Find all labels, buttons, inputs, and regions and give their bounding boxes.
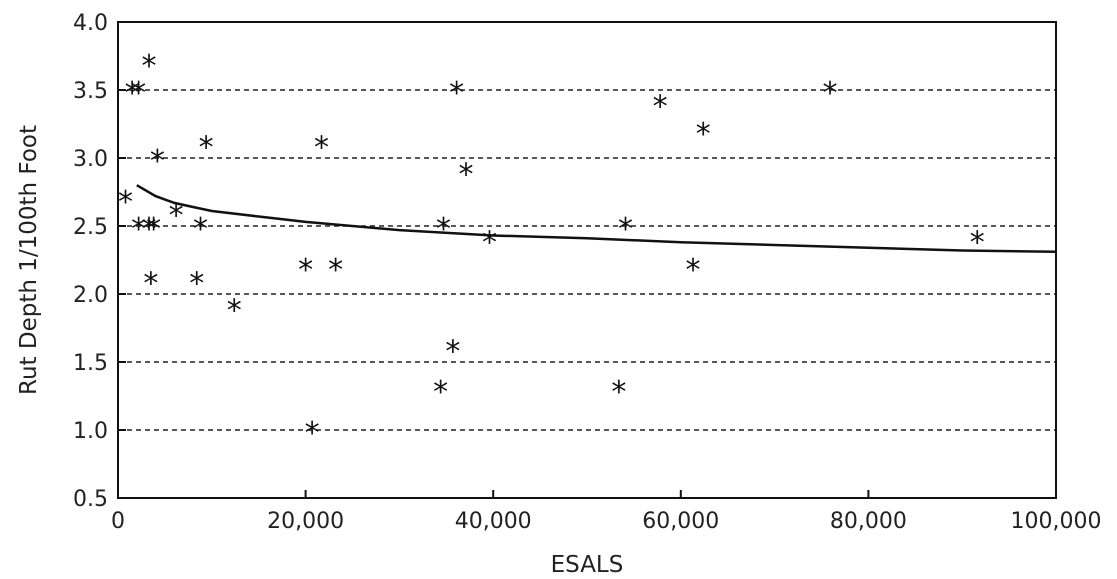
data-point: * bbox=[150, 144, 165, 179]
data-point: * bbox=[118, 185, 133, 220]
data-point: * bbox=[141, 49, 156, 84]
data-point: * bbox=[618, 212, 633, 247]
fit-curve bbox=[136, 184, 1057, 254]
data-point: * bbox=[131, 212, 146, 247]
data-point: * bbox=[653, 90, 668, 125]
data-point: * bbox=[199, 130, 214, 165]
data-point: * bbox=[433, 375, 448, 410]
y-tick-label: 3.0 bbox=[73, 147, 108, 172]
x-axis-label: ESALS bbox=[551, 552, 624, 578]
data-point: * bbox=[125, 76, 140, 111]
data-point: * bbox=[445, 334, 460, 369]
data-point: * bbox=[458, 158, 473, 193]
data-point: * bbox=[449, 76, 464, 111]
x-axis-ticks: 0 20,000 40,000 60,000 80,000 100,000 bbox=[111, 490, 1101, 534]
y-axis-label: Rut Depth 1/100th Foot bbox=[16, 125, 42, 395]
y-tick-label: 1.5 bbox=[73, 351, 108, 376]
y-axis-ticks: 0.5 1.0 1.5 2.0 2.5 3.0 3.5 4.0 bbox=[73, 11, 126, 512]
x-tick-label: 60,000 bbox=[642, 509, 719, 534]
data-point: * bbox=[227, 294, 242, 329]
data-point: * bbox=[970, 226, 985, 261]
y-tick-label: 2.5 bbox=[73, 215, 108, 240]
y-tick-label: 4.0 bbox=[73, 11, 108, 36]
data-point: * bbox=[482, 226, 497, 261]
data-point: * bbox=[131, 76, 146, 111]
plot-area-frame bbox=[117, 21, 1057, 499]
data-point: * bbox=[189, 266, 204, 301]
data-point: * bbox=[193, 212, 208, 247]
data-point: * bbox=[328, 253, 343, 288]
data-point: * bbox=[141, 212, 156, 247]
data-point: * bbox=[696, 117, 711, 152]
y-tick-label: 1.0 bbox=[73, 419, 108, 444]
x-tick-label: 0 bbox=[111, 509, 125, 534]
x-tick-label: 100,000 bbox=[1011, 509, 1102, 534]
data-point: * bbox=[146, 212, 161, 247]
gridlines bbox=[118, 89, 1056, 431]
data-point: * bbox=[305, 416, 320, 451]
data-points: ******************************* bbox=[118, 49, 985, 451]
x-tick-label: 40,000 bbox=[455, 509, 532, 534]
data-point: * bbox=[436, 212, 451, 247]
data-point: * bbox=[298, 253, 313, 288]
data-point: * bbox=[314, 130, 329, 165]
y-tick-label: 2.0 bbox=[73, 283, 108, 308]
y-tick-label: 3.5 bbox=[73, 79, 108, 104]
data-point: * bbox=[822, 76, 837, 111]
data-point: * bbox=[143, 266, 158, 301]
data-point: * bbox=[685, 253, 700, 288]
data-point: * bbox=[611, 375, 626, 410]
y-tick-label: 0.5 bbox=[73, 487, 108, 512]
x-tick-label: 20,000 bbox=[267, 509, 344, 534]
x-tick-label: 80,000 bbox=[830, 509, 907, 534]
data-point: * bbox=[169, 198, 184, 233]
